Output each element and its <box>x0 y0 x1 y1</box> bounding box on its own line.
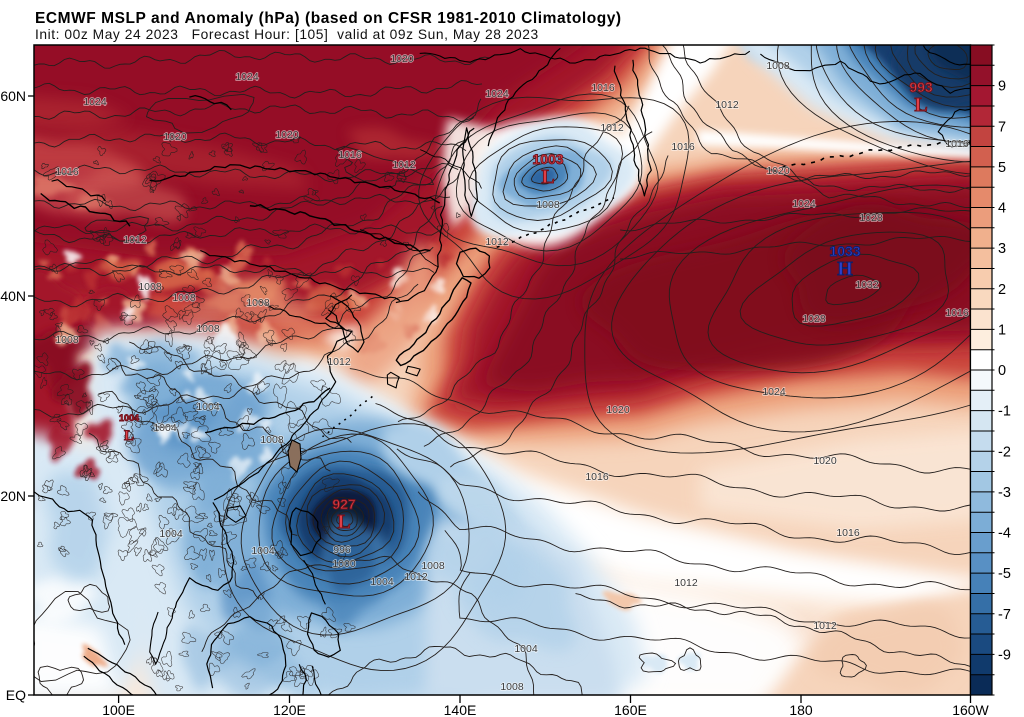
svg-text:1004: 1004 <box>196 401 220 413</box>
svg-text:L: L <box>337 511 350 533</box>
svg-text:1016: 1016 <box>671 141 695 153</box>
svg-text:L: L <box>124 428 134 444</box>
svg-text:1024: 1024 <box>792 198 816 210</box>
svg-text:-4: -4 <box>998 526 1011 542</box>
svg-text:996: 996 <box>333 544 351 556</box>
svg-text:1003: 1003 <box>532 151 563 167</box>
svg-text:1020: 1020 <box>275 129 299 141</box>
svg-text:-7: -7 <box>998 607 1011 623</box>
svg-text:1008: 1008 <box>172 292 196 304</box>
svg-text:927: 927 <box>332 496 356 512</box>
svg-text:H: H <box>837 258 853 280</box>
svg-text:1004: 1004 <box>370 576 394 588</box>
svg-text:1008: 1008 <box>55 334 79 346</box>
svg-text:1012: 1012 <box>392 159 416 171</box>
svg-text:-9: -9 <box>998 647 1011 663</box>
svg-text:1012: 1012 <box>600 122 624 134</box>
svg-text:1012: 1012 <box>485 236 509 248</box>
svg-text:1028: 1028 <box>802 313 826 325</box>
svg-text:1020: 1020 <box>390 53 414 65</box>
svg-text:1: 1 <box>998 322 1006 338</box>
svg-text:1004: 1004 <box>251 545 275 557</box>
svg-text:1016: 1016 <box>338 149 362 161</box>
svg-text:160E: 160E <box>614 702 647 717</box>
svg-text:1032: 1032 <box>855 279 879 291</box>
svg-text:1024: 1024 <box>485 88 509 100</box>
svg-text:1008: 1008 <box>196 323 220 335</box>
svg-text:1012: 1012 <box>327 356 351 368</box>
svg-text:1020: 1020 <box>766 165 790 177</box>
svg-text:1008: 1008 <box>421 560 445 572</box>
svg-text:1016: 1016 <box>945 307 969 319</box>
svg-text:1020: 1020 <box>163 131 187 143</box>
svg-text:ECMWF MSLP and Anomaly (hPa) (: ECMWF MSLP and Anomaly (hPa) (based on C… <box>35 10 622 27</box>
svg-text:1012: 1012 <box>674 577 698 589</box>
svg-text:1004: 1004 <box>514 643 538 655</box>
svg-text:3: 3 <box>998 241 1006 257</box>
svg-text:1004: 1004 <box>159 528 183 540</box>
svg-text:1008: 1008 <box>246 297 270 309</box>
svg-text:7: 7 <box>998 119 1006 135</box>
svg-text:180: 180 <box>789 702 813 717</box>
svg-text:2: 2 <box>998 282 1006 298</box>
svg-text:-5: -5 <box>998 566 1011 582</box>
svg-text:1024: 1024 <box>83 96 107 108</box>
svg-text:1016: 1016 <box>591 82 615 94</box>
svg-text:120E: 120E <box>273 702 306 717</box>
svg-text:4: 4 <box>998 201 1006 217</box>
svg-text:5: 5 <box>998 160 1006 176</box>
svg-text:140E: 140E <box>444 702 477 717</box>
svg-text:993: 993 <box>909 79 933 95</box>
svg-text:1012: 1012 <box>123 234 147 246</box>
svg-text:20N: 20N <box>0 488 26 504</box>
svg-text:100E: 100E <box>102 702 135 717</box>
svg-text:-2: -2 <box>998 444 1011 460</box>
svg-text:EQ: EQ <box>6 687 26 703</box>
svg-text:60N: 60N <box>0 88 26 104</box>
svg-text:1008: 1008 <box>766 60 790 72</box>
svg-text:L: L <box>541 166 554 188</box>
svg-text:1012: 1012 <box>715 99 739 111</box>
svg-text:160W: 160W <box>952 702 989 717</box>
svg-text:1008: 1008 <box>138 281 162 293</box>
svg-text:1008: 1008 <box>260 434 284 446</box>
svg-text:1012: 1012 <box>404 571 428 583</box>
svg-text:40N: 40N <box>0 288 26 304</box>
svg-text:1008: 1008 <box>536 199 560 211</box>
svg-text:0: 0 <box>998 363 1006 379</box>
svg-text:1020: 1020 <box>813 455 837 467</box>
svg-text:1020: 1020 <box>606 404 630 416</box>
svg-text:1024: 1024 <box>235 71 259 83</box>
svg-text:-1: -1 <box>998 404 1011 420</box>
svg-text:1016: 1016 <box>55 166 79 178</box>
svg-text:1000: 1000 <box>332 558 356 570</box>
svg-text:L: L <box>914 94 927 116</box>
svg-text:1008: 1008 <box>500 681 524 693</box>
svg-text:1033: 1033 <box>829 243 860 259</box>
svg-text:1024: 1024 <box>762 386 786 398</box>
svg-text:1016: 1016 <box>836 527 860 539</box>
svg-text:1016: 1016 <box>945 138 969 150</box>
svg-text:Init: 00z May 24 2023 Foreca: Init: 00z May 24 2023 Forecast Hour: [10… <box>35 27 539 42</box>
svg-text:1004: 1004 <box>153 422 177 434</box>
svg-text:1016: 1016 <box>585 471 609 483</box>
svg-text:9: 9 <box>998 79 1006 95</box>
svg-text:1028: 1028 <box>859 212 883 224</box>
svg-text:1012: 1012 <box>813 620 837 632</box>
svg-text:1004: 1004 <box>119 413 139 423</box>
svg-text:-3: -3 <box>998 485 1011 501</box>
